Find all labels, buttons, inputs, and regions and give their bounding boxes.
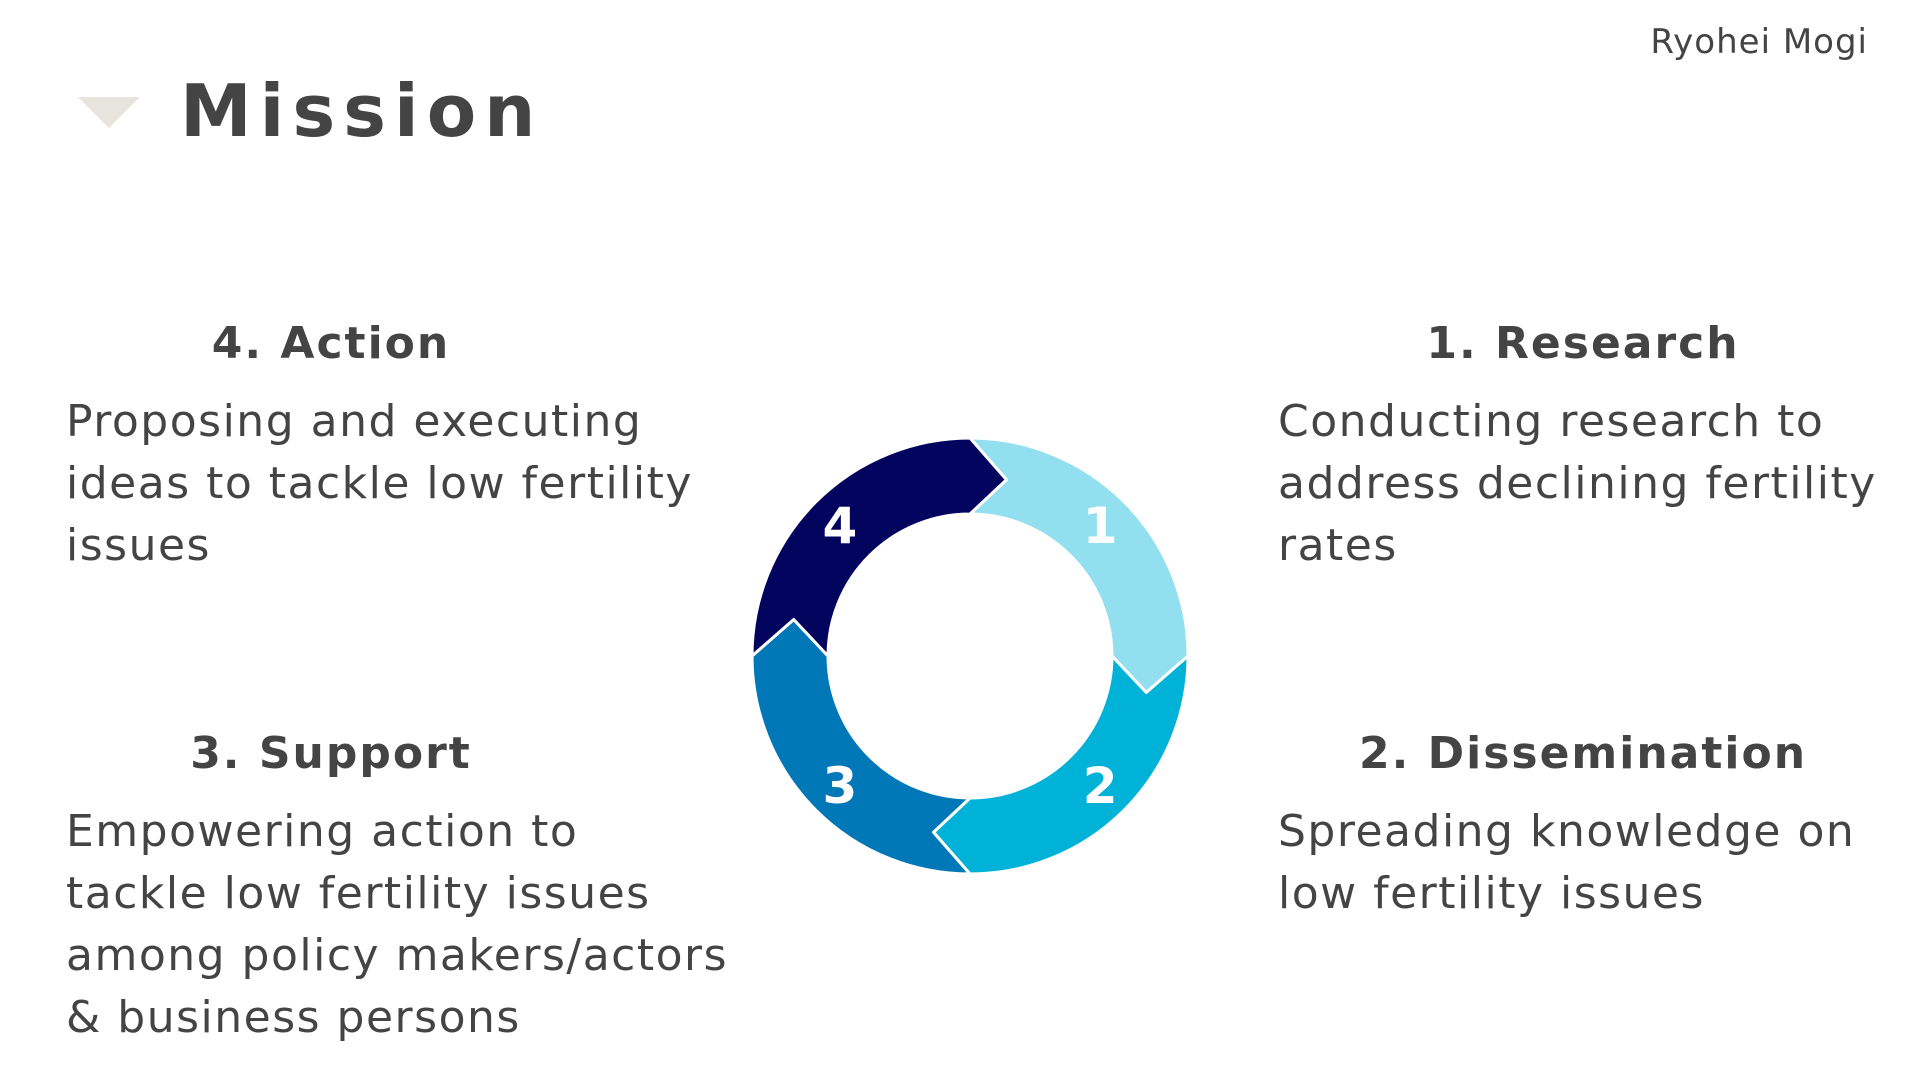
description-line: ideas to tackle low fertility xyxy=(66,458,693,509)
description-line: rates xyxy=(1278,520,1398,571)
description-line: Proposing and executing xyxy=(66,396,643,447)
cycle-number-2: 2 xyxy=(1083,757,1118,815)
description-line: tackle low fertility issues xyxy=(66,868,651,919)
step-research-heading: 1. Research xyxy=(1426,318,1740,369)
step-support-heading: 3. Support xyxy=(190,728,472,779)
description-line: Conducting research to xyxy=(1278,396,1825,447)
cycle-segment-dissemination xyxy=(932,654,1190,876)
cycle-segment-action xyxy=(750,436,1008,658)
page-header: Mission xyxy=(78,66,543,156)
cycle-number-3: 3 xyxy=(822,757,857,815)
step-action-description: Proposing and executing ideas to tackle … xyxy=(66,391,693,577)
step-action-block: 4. Action Proposing and executing ideas … xyxy=(66,318,693,577)
description-line: address declining fertility xyxy=(1278,458,1877,509)
step-dissemination-heading: 2. Dissemination xyxy=(1358,728,1808,779)
description-line: & business persons xyxy=(66,992,521,1043)
description-line: issues xyxy=(66,520,211,571)
cycle-number-4: 4 xyxy=(822,497,857,555)
cycle-diagram: 1 2 3 4 xyxy=(740,426,1200,886)
step-support-block: 3. Support Empowering action to tackle l… xyxy=(66,728,729,1049)
author-name: Ryohei Mogi xyxy=(1650,22,1868,62)
step-research-description: Conducting research to address declining… xyxy=(1278,391,1878,577)
step-research-block: 1. Research Conducting research to addre… xyxy=(1278,318,1878,577)
step-dissemination-description: Spreading knowledge on low fertility iss… xyxy=(1278,801,1878,925)
triangle-marker-icon xyxy=(78,96,140,128)
description-line: Empowering action to xyxy=(66,806,579,857)
step-support-description: Empowering action to tackle low fertilit… xyxy=(66,801,729,1049)
cycle-diagram-svg: 1 2 3 4 xyxy=(750,436,1190,876)
cycle-number-1: 1 xyxy=(1083,497,1118,555)
description-line: among policy makers/actors xyxy=(66,930,729,981)
page-title: Mission xyxy=(180,69,544,153)
step-dissemination-block: 2. Dissemination Spreading knowledge on … xyxy=(1278,728,1878,925)
description-line: Spreading knowledge on xyxy=(1278,806,1856,857)
cycle-segment-support xyxy=(750,618,972,876)
description-line: low fertility issues xyxy=(1278,868,1705,919)
step-action-heading: 4. Action xyxy=(211,318,451,369)
